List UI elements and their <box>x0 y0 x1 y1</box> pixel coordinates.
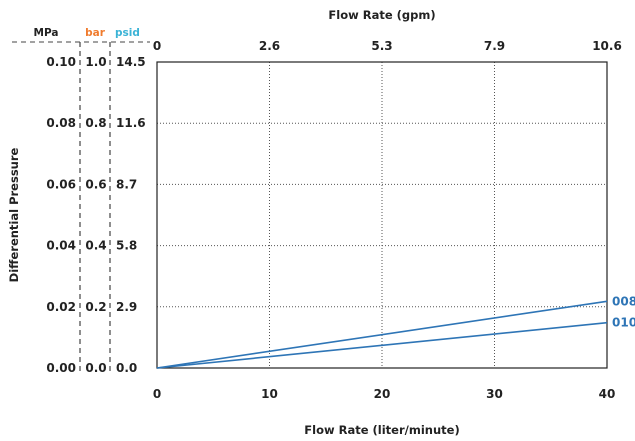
unit-header-bar: bar <box>85 27 106 39</box>
series-line-008 <box>156 300 608 369</box>
bottom-tick-label: 40 <box>599 387 616 401</box>
y-tick-label-mpa: 0.02 <box>46 300 76 314</box>
y-tick-label-bar: 0.4 <box>85 239 106 253</box>
series-label-008: 008 <box>612 294 635 308</box>
top-tick-label: 7.9 <box>484 39 505 53</box>
bottom-tick-label: 0 <box>153 387 161 401</box>
top-tick-label: 0 <box>153 39 161 53</box>
top-tick-label: 10.6 <box>592 39 622 53</box>
unit-header-psid: psid <box>115 27 140 39</box>
y-tick-label-mpa: 0.06 <box>46 177 76 191</box>
top-axis-ticks: 0 2.6 5.3 7.9 10.6 <box>153 39 622 53</box>
bottom-axis-title: Flow Rate (liter/minute) <box>304 423 459 437</box>
grid-lines <box>157 62 607 368</box>
bottom-tick-label: 10 <box>261 387 278 401</box>
bottom-tick-label: 30 <box>486 387 503 401</box>
top-axis-title: Flow Rate (gpm) <box>328 8 435 22</box>
y-tick-label-bar: 0.2 <box>85 300 106 314</box>
y-axis-title: Differential Pressure <box>7 147 21 282</box>
y-tick-label-psid: 2.9 <box>116 300 137 314</box>
y-tick-label-mpa: 0.08 <box>46 116 76 130</box>
bottom-axis-ticks: 0 10 20 30 40 <box>153 387 616 401</box>
unit-header-mpa: MPa <box>34 27 59 39</box>
unit-headers: MPa bar psid <box>34 27 140 39</box>
unit-scale-dividers <box>12 41 150 372</box>
series-label-010: 010 <box>612 316 635 330</box>
y-tick-label-mpa: 0.10 <box>46 55 76 69</box>
y-tick-label-psid: 8.7 <box>116 177 137 191</box>
y-tick-label-bar: 0.6 <box>85 177 106 191</box>
series-lines: 008 010 <box>156 294 635 369</box>
top-tick-label: 5.3 <box>371 39 392 53</box>
y-tick-label-psid: 0.0 <box>116 361 137 375</box>
y-tick-label-mpa: 0.00 <box>46 361 76 375</box>
plot-area <box>156 61 608 369</box>
y-tick-label-bar: 0.8 <box>85 116 106 130</box>
series-line-010 <box>156 321 608 369</box>
y-tick-label-bar: 1.0 <box>85 55 106 69</box>
y-tick-label-psid: 11.6 <box>116 116 146 130</box>
bottom-tick-label: 20 <box>374 387 391 401</box>
top-tick-label: 2.6 <box>259 39 280 53</box>
y-tick-label-mpa: 0.04 <box>46 239 76 253</box>
y-tick-labels: 0.00 0.02 0.04 0.06 0.08 0.10 0.0 0.2 0.4 0.6 0.8 1… <box>46 55 145 375</box>
y-tick-label-psid: 5.8 <box>116 239 137 253</box>
y-tick-label-psid: 14.5 <box>116 55 146 69</box>
y-tick-label-bar: 0.0 <box>85 361 106 375</box>
